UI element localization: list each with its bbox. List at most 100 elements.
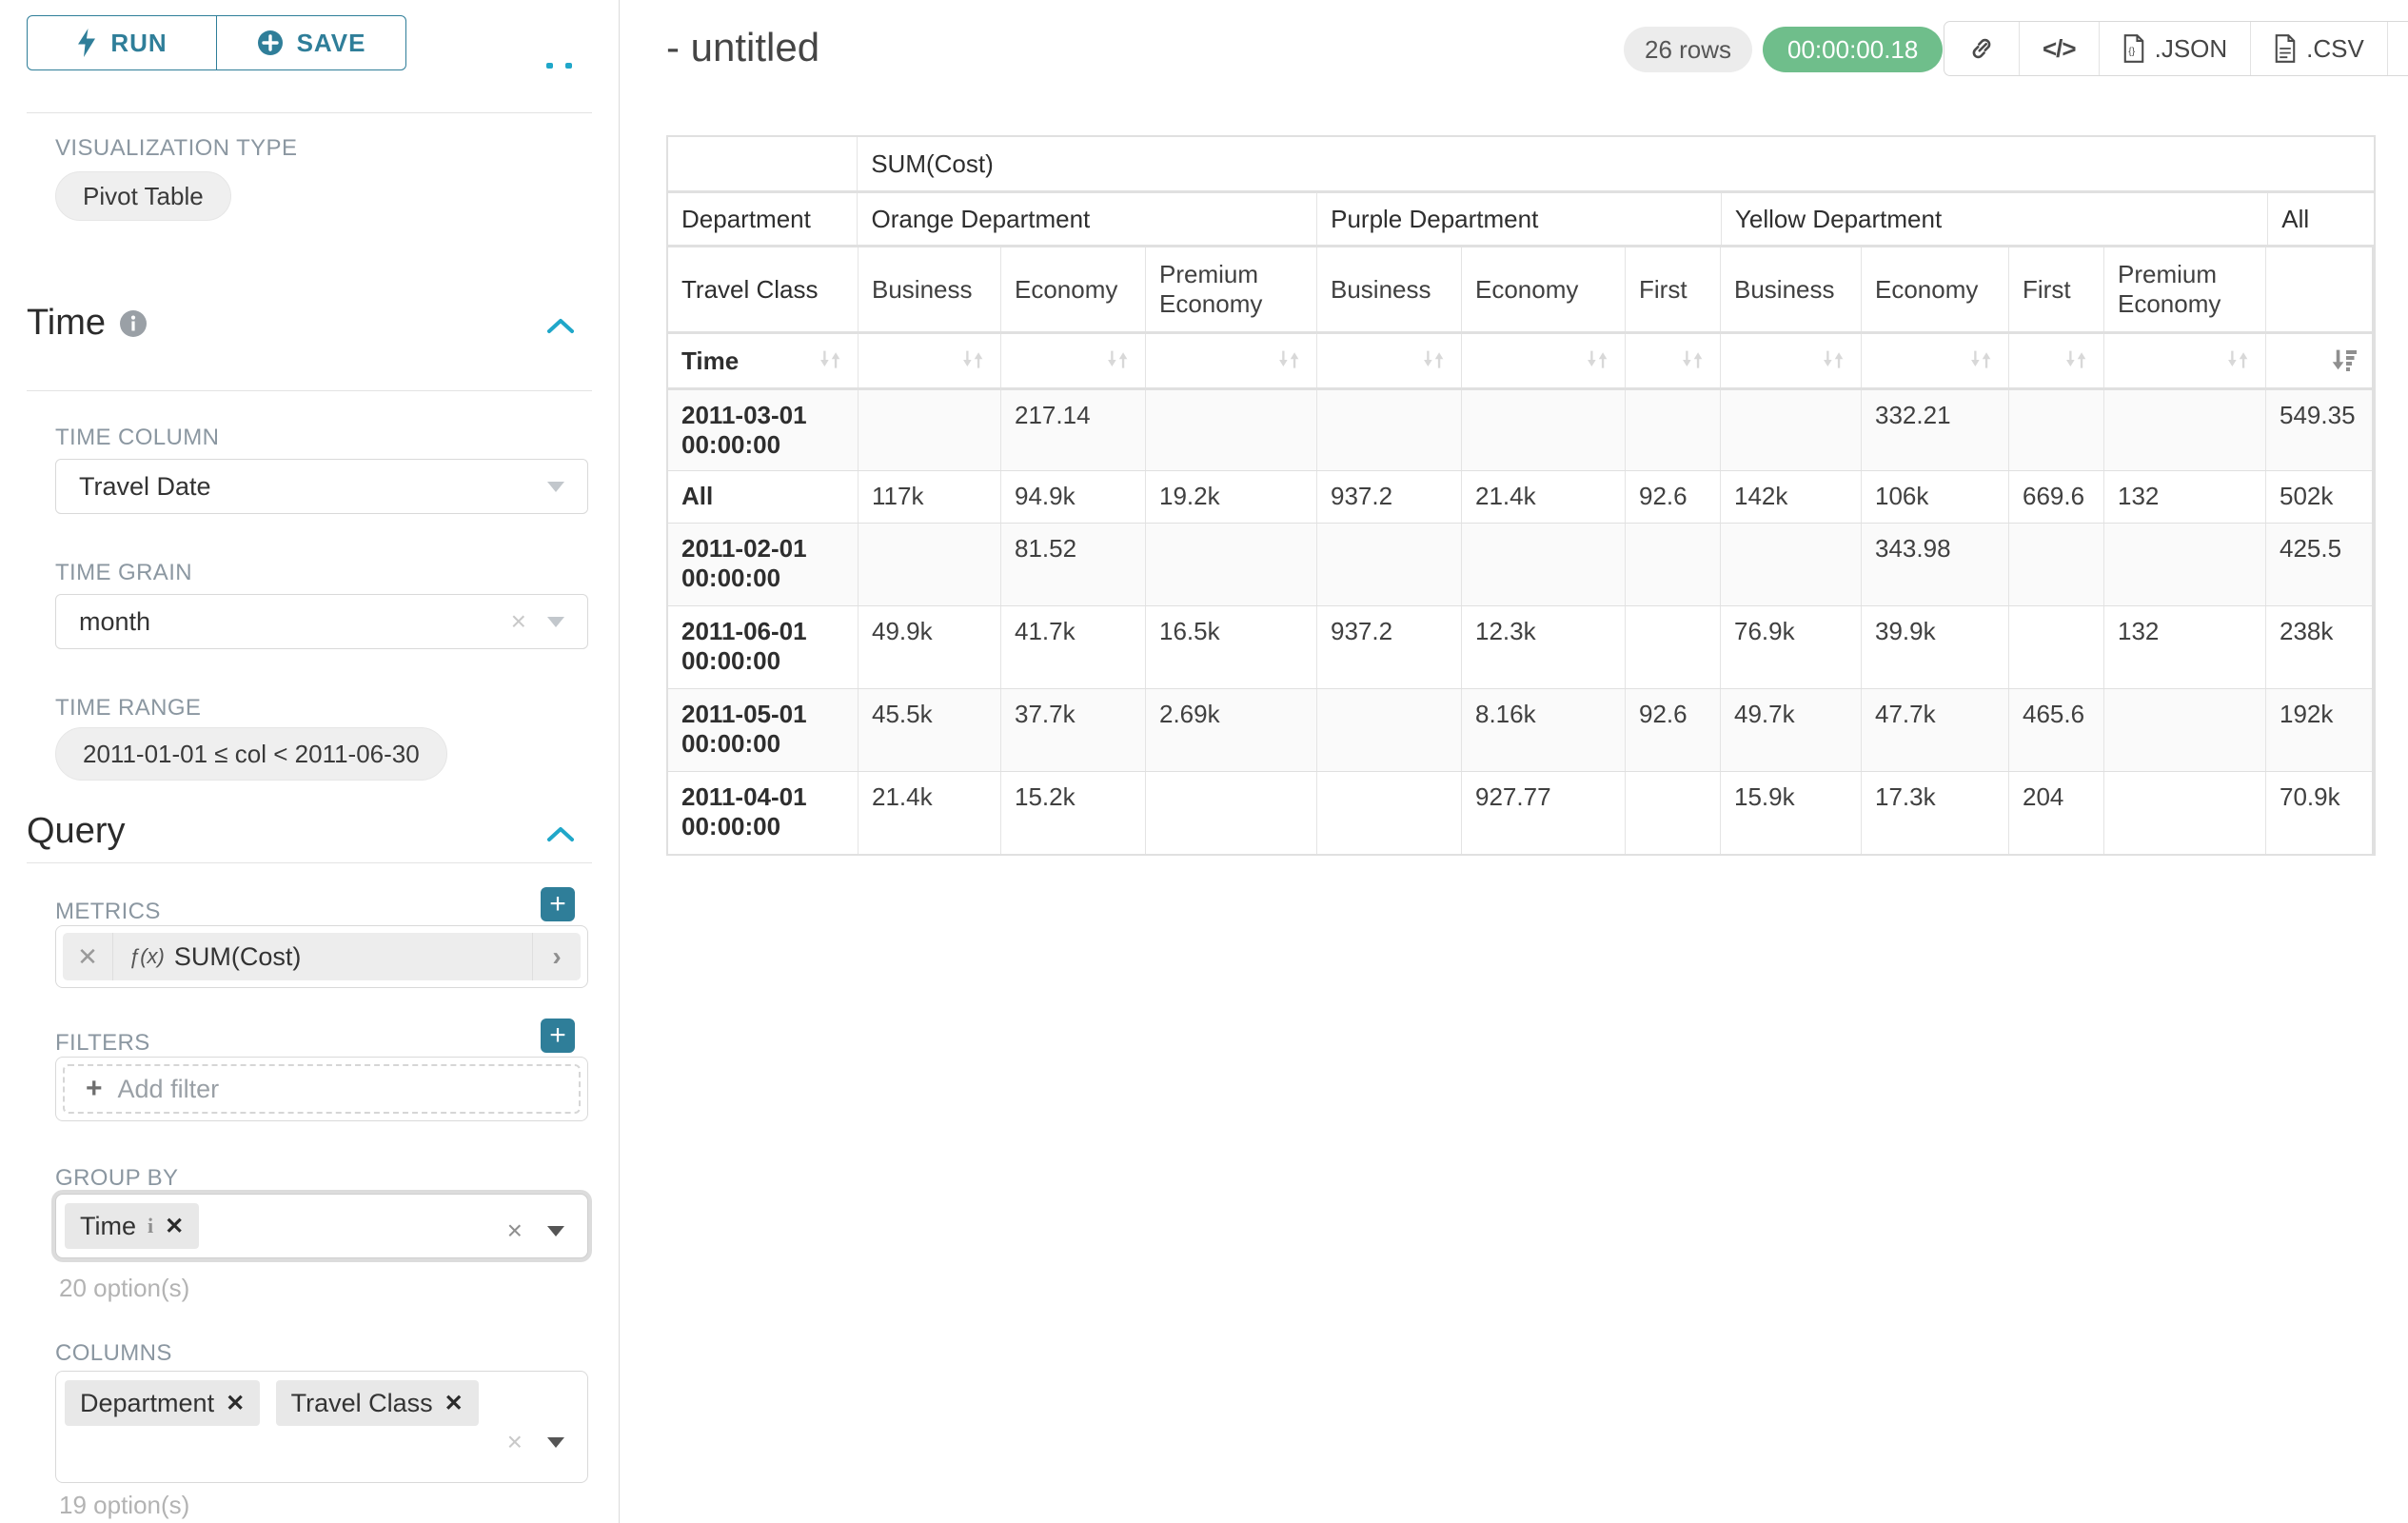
value-cell: 47.7k [1862,689,2009,771]
value-cell [859,390,1001,470]
metrics-box: ✕ ƒ(x) SUM(Cost) › [55,925,588,988]
row-label: 2011-03-01 00:00:00 [668,390,859,470]
sort-button[interactable] [1317,334,1462,387]
sort-button[interactable] [1001,334,1146,387]
value-cell [1146,524,1317,605]
value-cell: 76.9k [1721,606,1862,688]
clear-all-icon[interactable]: × [506,1427,523,1456]
chevron-up-icon[interactable] [546,824,575,843]
pivot-row: 2011-06-01 00:00:00 49.9k 41.7k 16.5k 937.2 1… [668,606,2374,688]
chevron-right-icon[interactable]: › [532,933,581,980]
value-cell: 70.9k [2266,772,2372,854]
sort-button[interactable] [2104,334,2266,387]
metric-item[interactable]: ✕ ƒ(x) SUM(Cost) › [63,933,581,980]
value-cell: 669.6 [2009,471,2104,523]
col-header: Premium Economy [1146,247,1317,331]
add-filter-plus-button[interactable]: + [541,1019,575,1053]
value-cell: 37.7k [1001,689,1146,771]
sort-button[interactable] [2009,334,2104,387]
value-cell: 549.35 [2266,390,2372,470]
value-cell [1721,524,1862,605]
viz-type-pill[interactable]: Pivot Table [55,171,231,221]
value-cell [2009,606,2104,688]
link-icon [1972,38,1991,59]
value-cell: 39.9k [1862,606,2009,688]
query-section-header[interactable]: Query [27,811,125,852]
sort-button[interactable] [859,334,1001,387]
value-cell: 502k [2266,471,2372,523]
time-section-header[interactable]: Time [27,303,148,344]
info-icon [120,309,148,337]
sort-button-active[interactable] [2266,334,2372,387]
export-toolbar: </> {} .JSON .CSV [1944,21,2408,76]
time-column-select[interactable]: Travel Date [55,459,588,514]
remove-tag-icon[interactable]: ✕ [165,1213,185,1239]
tag-label: Time [80,1211,136,1240]
tag-label: Travel Class [290,1388,433,1417]
sort-button[interactable] [1626,334,1721,387]
sort-button[interactable] [1146,334,1317,387]
copy-link-button[interactable] [1944,22,2020,75]
value-cell: 132 [2104,606,2266,688]
sort-time-button[interactable]: Time [668,334,859,387]
caret-down-icon [547,1225,564,1236]
pivot-row: Travel Class Business Economy Premium Econo… [668,247,2374,331]
value-cell: 15.2k [1001,772,1146,854]
columns-select[interactable]: Department ✕ Travel Class ✕ × [55,1371,588,1483]
col-header: First [2009,247,2104,331]
sort-button[interactable] [1862,334,2009,387]
pivot-cell [668,137,859,190]
add-metric-button[interactable]: + [541,887,575,921]
value-cell: 81.52 [1001,524,1146,605]
col-group-header: All [2268,193,2374,245]
value-cell [1317,390,1462,470]
chevron-up-icon[interactable] [546,316,575,335]
value-cell: 21.4k [859,772,1001,854]
group-by-select[interactable]: Time i ✕ × [55,1194,588,1258]
run-save-toolbar: RUN SAVE [27,15,406,70]
panel-drag-handle[interactable] [546,63,572,69]
value-cell: 117k [859,471,1001,523]
export-json-button[interactable]: {} .JSON [2100,22,2252,75]
value-cell: 16.5k [1146,606,1317,688]
save-button[interactable]: SAVE [217,15,406,70]
value-cell: 41.7k [1001,606,1146,688]
plus-icon: + [549,1019,566,1051]
code-icon: </> [2043,33,2077,63]
value-cell: 92.6 [1626,689,1721,771]
chart-title[interactable]: - untitled [666,25,820,69]
sort-button[interactable] [1462,334,1626,387]
function-icon: ƒ(x) [128,944,165,968]
time-range-pill[interactable]: 2011-01-01 ≤ col < 2011-06-30 [55,727,447,781]
pivot-row: Time [668,334,2374,387]
value-cell [2009,524,2104,605]
lightning-icon [78,29,96,57]
row-label: 2011-02-01 00:00:00 [668,524,859,605]
row-label: 2011-06-01 00:00:00 [668,606,859,688]
clear-icon[interactable]: × [510,606,526,636]
col-header: Economy [1001,247,1146,331]
time-grain-select[interactable]: month × [55,594,588,649]
more-options-button[interactable] [2388,22,2408,75]
columns-tag[interactable]: Travel Class ✕ [275,1380,479,1426]
value-cell [1626,606,1721,688]
col-group-header: Purple Department [1317,193,1722,245]
sort-button[interactable] [1721,334,1862,387]
group-by-tag[interactable]: Time i ✕ [65,1203,200,1249]
remove-tag-icon[interactable]: ✕ [444,1390,464,1416]
value-cell [1626,772,1721,854]
embed-code-button[interactable]: </> [2020,22,2100,75]
row-dim-header: Department [668,193,859,245]
remove-tag-icon[interactable]: ✕ [226,1390,246,1416]
clear-all-icon[interactable]: × [506,1216,523,1245]
divider [27,112,592,113]
pivot-row: 2011-02-01 00:00:00 81.52 343.98 425.5 [668,524,2374,605]
remove-metric-icon[interactable]: ✕ [63,933,113,980]
columns-tag[interactable]: Department ✕ [65,1380,261,1426]
export-csv-button[interactable]: .CSV [2251,22,2388,75]
filters-label: FILTERS [55,1030,150,1056]
add-filter-button[interactable]: + Add filter [63,1064,581,1114]
value-cell [859,524,1001,605]
pivot-row: All 117k 94.9k 19.2k 937.2 21.4k 92.6 142k 106k 6… [668,471,2374,523]
run-button[interactable]: RUN [27,15,217,70]
